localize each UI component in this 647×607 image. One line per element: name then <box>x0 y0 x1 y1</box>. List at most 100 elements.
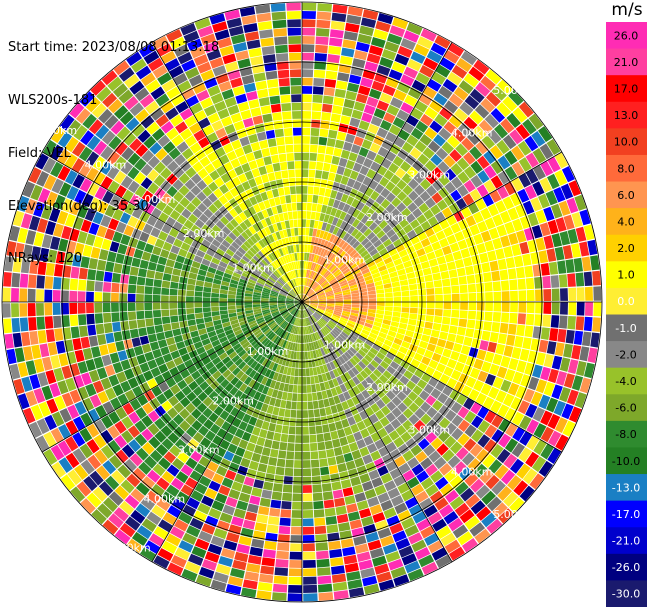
range-gate <box>252 327 261 334</box>
range-gate <box>224 191 234 201</box>
range-gate <box>486 518 503 534</box>
range-gate <box>316 153 325 162</box>
range-gate <box>358 183 368 194</box>
range-gate <box>174 390 186 402</box>
range-gate <box>356 392 366 403</box>
range-gate <box>248 278 257 285</box>
range-gate <box>443 226 454 237</box>
range-gate <box>476 282 485 293</box>
range-gate <box>183 257 193 266</box>
range-gate <box>158 519 173 533</box>
range-gate <box>209 214 220 224</box>
range-gate <box>296 286 300 295</box>
range-gate <box>302 443 310 452</box>
range-gate <box>347 6 363 17</box>
range-gate <box>362 9 379 20</box>
range-gate <box>28 167 42 184</box>
range-gate <box>338 522 351 532</box>
range-gate <box>296 252 300 261</box>
range-gate <box>360 370 369 379</box>
range-gate <box>177 302 186 309</box>
range-gate <box>561 166 575 183</box>
range-gate <box>482 454 496 469</box>
range-gate <box>108 135 122 150</box>
range-gate <box>42 356 53 371</box>
range-gate <box>197 413 208 425</box>
range-gate <box>258 506 270 516</box>
range-gate <box>343 391 351 401</box>
range-gate <box>377 12 394 25</box>
range-gate <box>379 416 390 427</box>
range-gate <box>148 195 160 207</box>
range-gate <box>271 491 282 501</box>
range-gate <box>209 262 219 270</box>
range-gate <box>316 321 323 329</box>
range-gate <box>297 310 301 318</box>
range-gate <box>411 539 427 553</box>
range-gate <box>162 323 172 332</box>
range-gate <box>190 450 203 463</box>
range-gate <box>444 168 457 181</box>
range-gate <box>161 400 173 412</box>
range-ring-label: 2.00km <box>366 211 408 224</box>
range-gate <box>253 479 264 489</box>
range-gate <box>345 338 354 346</box>
range-gate <box>508 90 524 106</box>
range-gate <box>192 432 204 443</box>
range-gate <box>201 495 214 507</box>
range-gate <box>435 64 451 78</box>
range-gate <box>517 188 530 203</box>
range-gate <box>112 384 124 397</box>
range-gate <box>200 33 216 46</box>
range-gate <box>246 406 255 416</box>
range-gate <box>276 222 283 231</box>
range-gate <box>516 266 525 279</box>
range-gate <box>4 333 14 349</box>
range-gate <box>350 66 364 77</box>
range-gate <box>215 73 229 85</box>
range-gate <box>197 61 212 74</box>
range-gate <box>390 418 402 430</box>
range-gate <box>360 214 370 224</box>
range-gate <box>187 278 196 286</box>
range-gate <box>302 327 304 335</box>
range-gate <box>344 495 356 505</box>
range-gate <box>300 269 302 277</box>
range-gate <box>289 342 294 351</box>
range-gate <box>278 293 287 297</box>
range-gate <box>362 176 372 187</box>
range-gate <box>297 385 302 393</box>
range-gate <box>393 436 405 448</box>
range-gate <box>233 508 246 519</box>
range-gate <box>244 344 253 352</box>
range-gate <box>458 122 472 137</box>
range-gate <box>306 288 312 296</box>
range-gate <box>475 484 491 499</box>
range-gate <box>348 152 358 162</box>
range-gate <box>69 389 82 404</box>
range-ring-label: 1.00km <box>232 262 274 275</box>
range-gate <box>255 401 264 411</box>
range-gate <box>230 158 241 169</box>
range-gate <box>248 99 260 109</box>
range-gate <box>273 260 280 269</box>
range-gate <box>425 315 434 323</box>
range-gate <box>402 196 413 207</box>
range-gate <box>298 310 301 318</box>
range-gate <box>161 491 175 505</box>
range-gate <box>264 473 275 483</box>
range-gate <box>135 482 150 496</box>
range-gate <box>314 285 321 292</box>
range-gate <box>339 220 348 230</box>
range-gate <box>518 290 527 302</box>
range-gate <box>49 382 61 398</box>
range-gate <box>331 315 340 321</box>
range-gate <box>322 231 329 240</box>
range-gate <box>6 241 17 257</box>
range-gate <box>491 429 505 443</box>
range-gate <box>532 407 545 422</box>
range-gate <box>376 571 392 583</box>
range-gate <box>31 344 42 359</box>
range-gate <box>316 255 322 264</box>
range-gate <box>349 188 358 198</box>
